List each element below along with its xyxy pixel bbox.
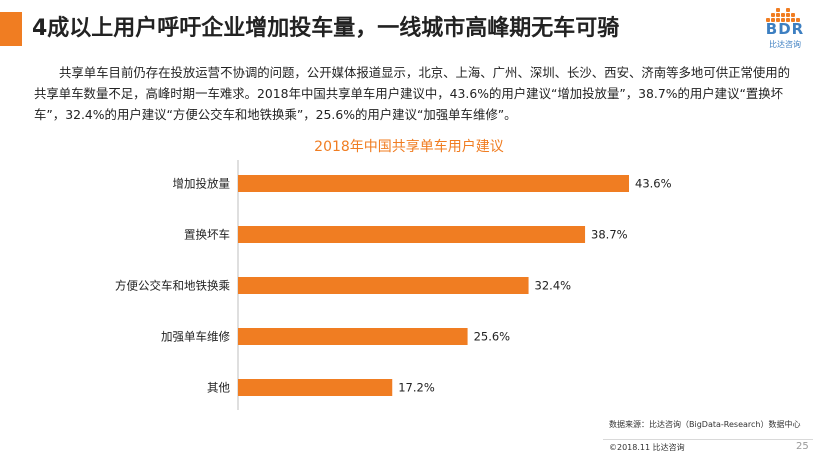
bar-chart: 增加投放量 43.6% 置换坏车 38.7% 方便公交车和地铁换乘 32.4% 加强单车维修… xyxy=(115,160,672,410)
logo-subtext: 比达咨询 xyxy=(769,40,801,49)
value-label-0: 43.6% xyxy=(635,177,672,191)
category-label-4: 其他 xyxy=(207,381,230,395)
chart-title: 2018年中国共享单车用户建议 xyxy=(314,139,504,155)
bdr-logo: BDR 比达咨询 xyxy=(758,6,812,54)
bar-4 xyxy=(238,379,393,396)
value-label-1: 38.7% xyxy=(591,228,628,242)
page-number: 25 xyxy=(796,441,809,452)
bar-2 xyxy=(238,277,529,294)
title-accent-bar xyxy=(0,12,22,46)
value-label-3: 25.6% xyxy=(474,330,511,344)
category-label-3: 加强单车维修 xyxy=(161,330,230,344)
bar-3 xyxy=(238,328,468,345)
category-label-1: 置换坏车 xyxy=(184,228,230,242)
logo-grid-icon xyxy=(766,6,802,22)
intro-paragraph: 共享单车目前仍存在投放运营不协调的问题，公开媒体报道显示，北京、上海、广州、深圳… xyxy=(34,65,791,122)
value-label-2: 32.4% xyxy=(535,279,572,293)
value-label-4: 17.2% xyxy=(398,381,435,395)
data-source: 数据来源：比达咨询（BigData-Research）数据中心 xyxy=(609,420,801,429)
page-title: 4成以上用户呼吁企业增加投车量，一线城市高峰期无车可骑 xyxy=(32,16,620,41)
bar-1 xyxy=(238,226,586,243)
category-label-2: 方便公交车和地铁换乘 xyxy=(115,279,230,293)
footer-divider xyxy=(603,439,813,440)
copyright: ©2018.11 比达咨询 xyxy=(609,443,685,452)
bar-0 xyxy=(238,175,629,192)
category-label-0: 增加投放量 xyxy=(173,177,231,191)
logo-text: BDR xyxy=(765,20,805,38)
